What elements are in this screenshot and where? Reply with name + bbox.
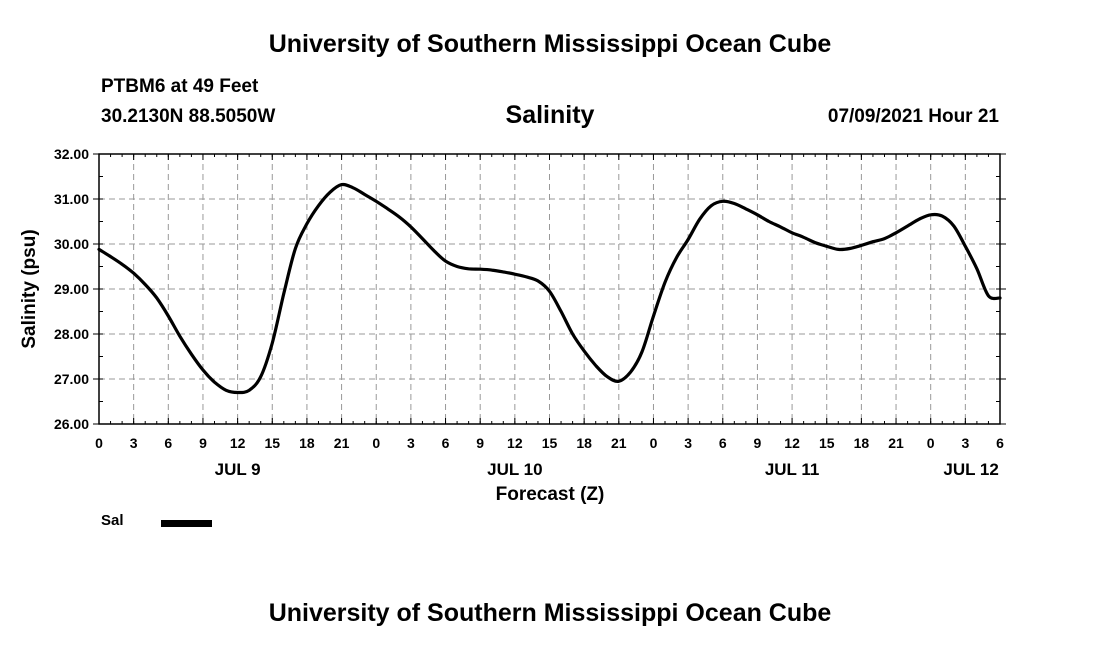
x-tick-label: 21: [888, 435, 904, 451]
plot-frame: [98, 153, 1001, 425]
y-tick-label: 29.00: [54, 281, 89, 297]
page-title: University of Southern Mississippi Ocean…: [268, 30, 832, 58]
x-tick-label: 12: [784, 435, 800, 451]
legend-swatch: [161, 520, 212, 527]
x-tick-label: 12: [230, 435, 246, 451]
y-tick-label: 27.00: [54, 371, 89, 387]
x-tick-label: 9: [476, 435, 484, 451]
legend: Sal: [101, 512, 212, 529]
grid-lines: [99, 154, 1000, 424]
legend-label: Sal: [101, 512, 124, 529]
x-day-label: JUL 11: [765, 460, 820, 479]
x-tick-label: 21: [611, 435, 627, 451]
x-tick-label: 3: [684, 435, 692, 451]
x-tick-label: 15: [264, 435, 280, 451]
x-tick-label: 3: [130, 435, 138, 451]
x-tick-label: 18: [854, 435, 870, 451]
series-line-sal: [97, 182, 1002, 395]
y-tick-label: 26.00: [54, 416, 89, 432]
footer-title: University of Southern Mississippi Ocean…: [268, 599, 832, 627]
y-axis-title: Salinity (psu): [19, 229, 40, 348]
x-tick-label: 6: [442, 435, 450, 451]
chart-title: Salinity: [505, 101, 595, 129]
x-tick-label: 9: [199, 435, 207, 451]
x-tick-label: 3: [407, 435, 415, 451]
x-tick-label: 0: [95, 435, 103, 451]
x-day-label: JUL 10: [487, 460, 542, 479]
series-layer: [97, 182, 1002, 395]
y-tick-label: 31.00: [54, 191, 89, 207]
station-coordinates: 30.2130N 88.5050W: [101, 106, 276, 127]
x-day-label: JUL 12: [943, 460, 998, 479]
axes: [93, 153, 1006, 425]
x-tick-label: 0: [927, 435, 935, 451]
y-tick-label: 28.00: [54, 326, 89, 342]
x-tick-label: 9: [754, 435, 762, 451]
x-tick-label: 12: [507, 435, 523, 451]
axis-labels: 0 3 6 9 12 15 18 21 0 3 6 9 12 15 18 21 0 3 6 9 12 15 18 21 0 3 6 2…: [19, 146, 1004, 505]
x-tick-label: 6: [719, 435, 727, 451]
station-label: PTBM6 at 49 Feet: [101, 76, 259, 97]
x-tick-label: 15: [819, 435, 835, 451]
x-tick-label: 6: [164, 435, 172, 451]
x-tick-label: 0: [650, 435, 658, 451]
x-day-label: JUL 9: [215, 460, 261, 479]
x-tick-label: 6: [996, 435, 1004, 451]
x-tick-label: 15: [542, 435, 558, 451]
x-tick-label: 18: [299, 435, 315, 451]
y-tick-label: 30.00: [54, 236, 89, 252]
x-tick-label: 0: [372, 435, 380, 451]
x-tick-label: 21: [334, 435, 350, 451]
x-tick-label: 3: [961, 435, 969, 451]
y-tick-label: 32.00: [54, 146, 89, 162]
x-tick-label: 18: [576, 435, 592, 451]
x-axis-title: Forecast (Z): [496, 484, 605, 505]
forecast-datetime: 07/09/2021 Hour 21: [827, 106, 999, 127]
